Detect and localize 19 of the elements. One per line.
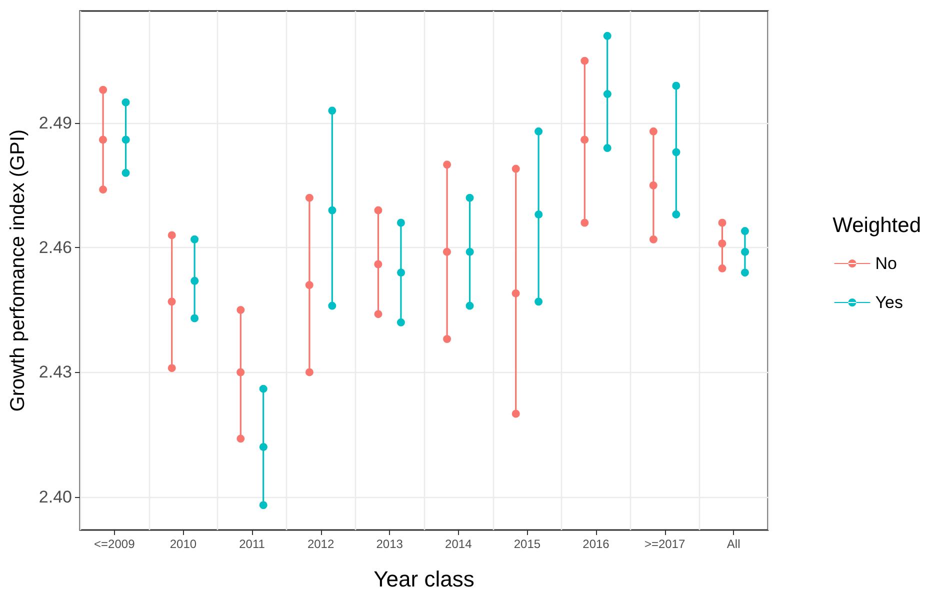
y-tick-label: 2.49 (38, 114, 72, 133)
x-tick-label: 2013 (376, 537, 404, 551)
x-tick-label: 2010 (170, 537, 197, 551)
x-tick-label: 2012 (307, 537, 334, 551)
y-tick-label: 2.43 (38, 362, 72, 382)
legend-title: Weighted (832, 214, 922, 237)
x-axis-title: Year class (374, 566, 474, 592)
x-tick-label: All (726, 537, 740, 551)
legend-label: Yes (875, 293, 903, 312)
x-tick-label: 2011 (239, 537, 266, 551)
y-tick-label: 2.46 (38, 238, 72, 258)
y-tick-label: 2.40 (38, 487, 72, 506)
legend-label: No (875, 254, 897, 273)
y-axis-title: Growth perfomance index (GPI) (7, 129, 29, 412)
x-tick-label: >=2017 (644, 537, 686, 551)
x-tick-label: 2014 (445, 537, 472, 551)
x-tick-label: <=2009 (94, 537, 136, 551)
x-tick-label: 2016 (582, 537, 610, 551)
x-tick-label: 2015 (514, 537, 541, 551)
